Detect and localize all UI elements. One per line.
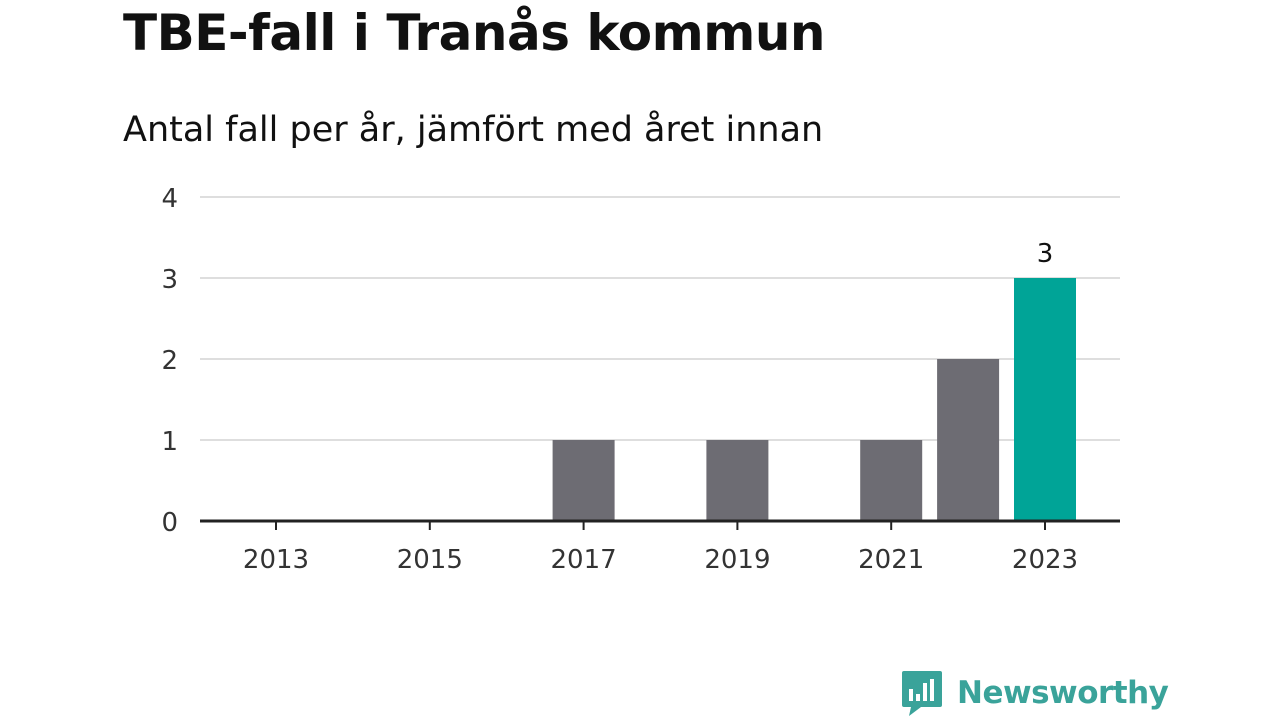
x-tick-label-2013: 2013 [243,545,309,575]
x-axis-ticks: 2013 2015 2017 2019 2021 2023 [243,521,1078,575]
x-tick-label-2019: 2019 [704,545,770,575]
x-tick-label-2021: 2021 [858,545,924,575]
x-tick-label-2015: 2015 [397,545,463,575]
newsworthy-logo-icon [902,671,942,716]
bar-2021 [860,440,923,521]
bar-2019 [706,440,769,521]
chart-title: TBE-fall i Tranås kommun [123,4,826,62]
bar-2022 [937,359,1000,521]
y-tick-label-0: 0 [161,508,178,538]
brand-logo: Newsworthy [901,668,1169,718]
bar-2023 [1014,278,1076,521]
x-tick-label-2017: 2017 [551,545,617,575]
bars [552,278,1076,521]
data-label-2023: 3 [1037,239,1054,269]
brand-name: Newsworthy [957,675,1169,711]
chart-subtitle: Antal fall per år, jämfört med året inna… [123,110,824,150]
y-tick-label-1: 1 [161,427,178,457]
y-tick-label-4: 4 [161,184,178,214]
bar-2017 [552,440,615,521]
data-labels: 3 [1037,239,1054,269]
y-tick-label-2: 2 [161,346,178,376]
bar-chart: 0 1 2 3 4 2013 2015 2017 2019 2021 2023 3 [161,184,1120,575]
y-tick-label-3: 3 [161,265,178,295]
y-axis-ticks: 0 1 2 3 4 [161,184,178,538]
x-tick-label-2023: 2023 [1012,545,1078,575]
